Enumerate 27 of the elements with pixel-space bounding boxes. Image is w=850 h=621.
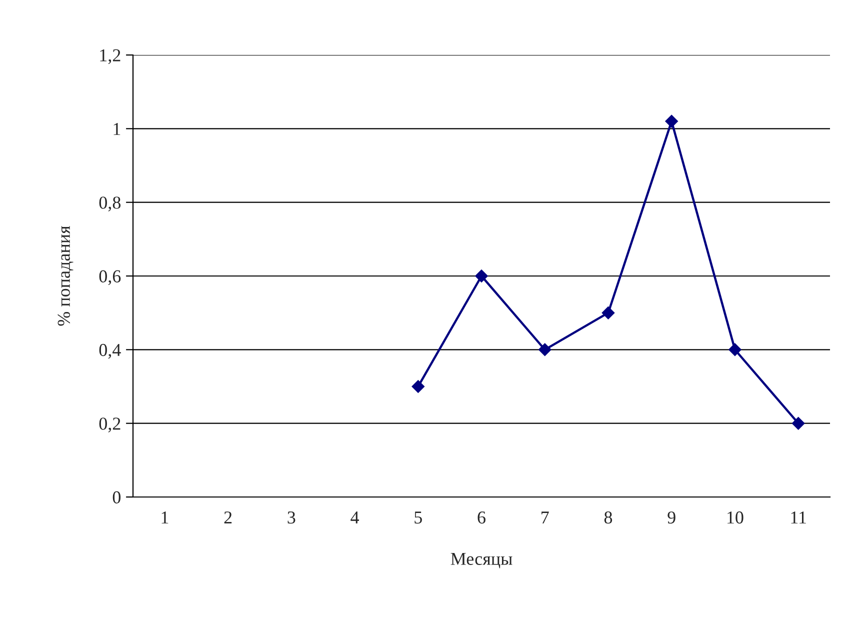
point	[602, 306, 615, 320]
point	[728, 343, 742, 356]
point	[412, 380, 425, 393]
y-tick-label: 0,8	[99, 196, 121, 212]
x-tick-label: 9	[668, 511, 676, 524]
point	[475, 270, 488, 282]
point	[665, 114, 678, 128]
point	[792, 416, 805, 430]
y-tick-label: 0	[112, 491, 121, 504]
y-tick-label: 0,2	[99, 418, 120, 432]
y-axis-title: % попадания	[58, 226, 74, 326]
x-tick-label: 7	[542, 512, 549, 524]
x-tick-label: 4	[350, 512, 360, 524]
x-tick-label: 6	[478, 511, 486, 524]
y-tick-label: 1,2	[100, 49, 120, 64]
x-tick-label: 8	[604, 511, 612, 524]
y-tick-label: 0,4	[99, 344, 121, 359]
x-tick-label: 10	[728, 511, 744, 524]
x-tick-label: 2	[224, 511, 232, 524]
x-axis-title: Месяцы	[450, 552, 512, 568]
y-tick-label: 1	[114, 123, 120, 135]
x-tick-label: 3	[288, 511, 296, 524]
x-tick-label: 11	[791, 512, 806, 524]
x-tick-label: 5	[414, 512, 422, 524]
y-tick-label: 0,6	[99, 270, 121, 286]
point	[538, 343, 552, 356]
x-tick-label: 1	[162, 512, 168, 524]
